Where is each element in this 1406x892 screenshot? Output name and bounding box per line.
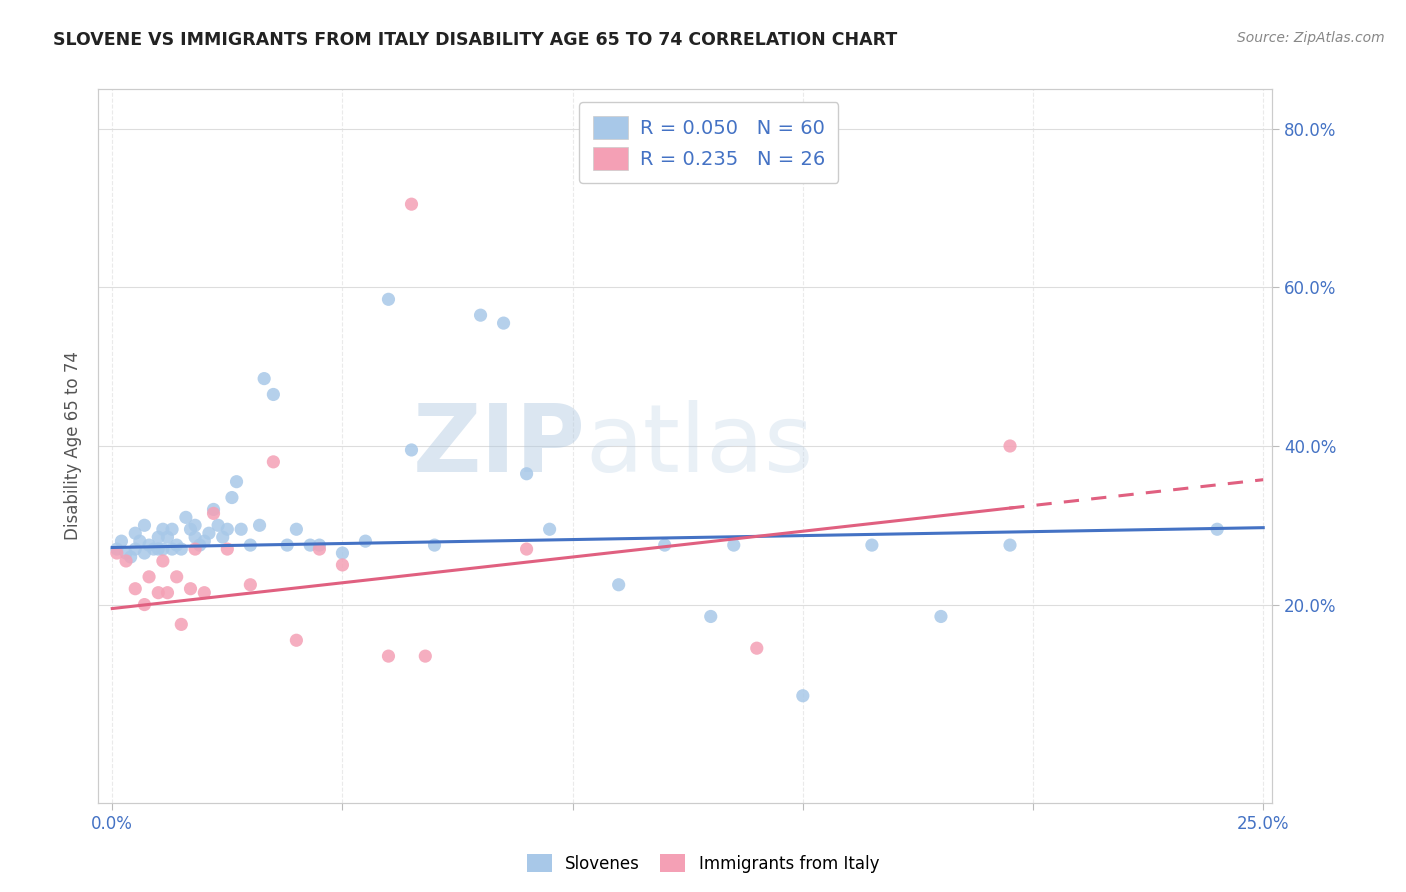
Point — [860, 538, 883, 552]
Point — [138, 538, 160, 552]
Point — [110, 534, 132, 549]
Point — [413, 649, 436, 664]
Point — [124, 542, 146, 557]
Point — [124, 582, 146, 596]
Point — [998, 538, 1021, 552]
Point — [160, 522, 183, 536]
Point — [179, 582, 201, 596]
Point — [745, 641, 768, 656]
Point — [377, 293, 399, 307]
Point — [239, 578, 262, 592]
Point — [538, 522, 561, 536]
Point — [607, 578, 630, 592]
Point — [115, 554, 138, 568]
Point — [262, 387, 284, 401]
Point — [221, 491, 243, 505]
Point — [792, 689, 814, 703]
Point — [217, 522, 239, 536]
Text: Source: ZipAtlas.com: Source: ZipAtlas.com — [1237, 31, 1385, 45]
Point — [516, 467, 538, 481]
Point — [211, 530, 233, 544]
Point — [105, 542, 128, 557]
Point — [262, 455, 284, 469]
Text: SLOVENE VS IMMIGRANTS FROM ITALY DISABILITY AGE 65 TO 74 CORRELATION CHART: SLOVENE VS IMMIGRANTS FROM ITALY DISABIL… — [53, 31, 897, 49]
Point — [249, 518, 271, 533]
Y-axis label: Disability Age 65 to 74: Disability Age 65 to 74 — [65, 351, 83, 541]
Point — [105, 546, 128, 560]
Point — [128, 534, 150, 549]
Point — [225, 475, 247, 489]
Point — [170, 542, 193, 557]
Point — [217, 542, 239, 557]
Point — [148, 530, 170, 544]
Point — [470, 308, 492, 322]
Legend: Slovenes, Immigrants from Italy: Slovenes, Immigrants from Italy — [520, 847, 886, 880]
Point — [401, 197, 423, 211]
Point — [115, 546, 138, 560]
Legend: R = 0.050   N = 60, R = 0.235   N = 26: R = 0.050 N = 60, R = 0.235 N = 26 — [579, 103, 838, 184]
Point — [285, 522, 308, 536]
Point — [193, 534, 215, 549]
Point — [700, 609, 723, 624]
Point — [138, 570, 160, 584]
Point — [354, 534, 377, 549]
Point — [285, 633, 308, 648]
Point — [401, 442, 423, 457]
Point — [377, 649, 399, 664]
Point — [148, 585, 170, 599]
Point — [184, 542, 207, 557]
Text: atlas: atlas — [586, 400, 814, 492]
Point — [207, 518, 229, 533]
Text: ZIP: ZIP — [413, 400, 586, 492]
Point — [332, 558, 354, 572]
Point — [492, 316, 515, 330]
Point — [198, 526, 221, 541]
Point — [276, 538, 298, 552]
Point — [160, 542, 183, 557]
Point — [193, 585, 215, 599]
Point — [231, 522, 253, 536]
Point — [516, 542, 538, 557]
Point — [152, 554, 174, 568]
Point — [142, 542, 165, 557]
Point — [152, 522, 174, 536]
Point — [308, 542, 330, 557]
Point — [423, 538, 446, 552]
Point — [148, 542, 170, 557]
Point — [202, 507, 225, 521]
Point — [184, 518, 207, 533]
Point — [654, 538, 676, 552]
Point — [332, 546, 354, 560]
Point — [120, 549, 142, 564]
Point — [723, 538, 745, 552]
Point — [166, 570, 188, 584]
Point — [253, 371, 276, 385]
Point — [134, 598, 156, 612]
Point — [998, 439, 1021, 453]
Point — [188, 538, 211, 552]
Point — [239, 538, 262, 552]
Point — [174, 510, 197, 524]
Point — [134, 546, 156, 560]
Point — [166, 538, 188, 552]
Point — [134, 518, 156, 533]
Point — [308, 538, 330, 552]
Point — [124, 526, 146, 541]
Point — [202, 502, 225, 516]
Point — [929, 609, 952, 624]
Point — [184, 530, 207, 544]
Point — [156, 530, 179, 544]
Point — [1206, 522, 1229, 536]
Point — [299, 538, 322, 552]
Point — [179, 522, 201, 536]
Point — [152, 542, 174, 557]
Point — [170, 617, 193, 632]
Point — [156, 585, 179, 599]
